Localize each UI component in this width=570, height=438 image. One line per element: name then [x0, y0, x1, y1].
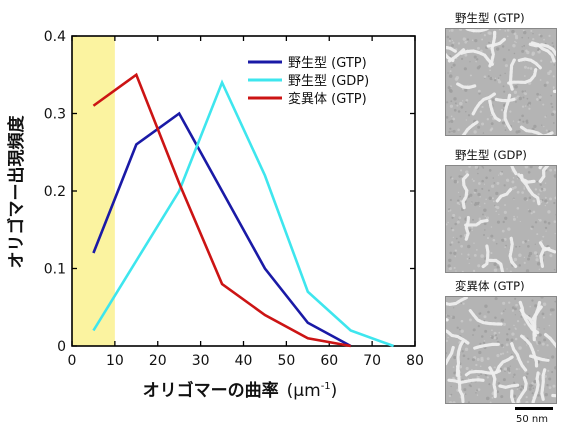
y-tick-label: 0.1 — [44, 262, 66, 278]
legend-label-2: 野生型 (GDP) — [288, 74, 369, 89]
micrograph-wt-gtp — [445, 28, 557, 136]
micrograph-wt-gdp — [445, 165, 557, 273]
x-tick-label: 50 — [277, 353, 295, 369]
series-lines — [92, 72, 395, 348]
legend-label-3: 変異体 (GTP) — [288, 91, 367, 107]
x-tick-label: 40 — [235, 353, 253, 369]
x-tick-label: 80 — [406, 353, 424, 369]
scale-bar-label: 50 nm — [516, 414, 548, 425]
x-tick-label: 70 — [363, 353, 381, 369]
legend: 野生型 (GTP) 野生型 (GDP) 変異体 (GTP) — [248, 56, 369, 107]
micrograph-label-mutant-gtp: 変異体 (GTP) — [455, 279, 525, 293]
x-axis-unit: (μm — [287, 381, 321, 401]
x-axis-label: オリゴマーの曲率 (μm-1) — [143, 380, 338, 401]
micrograph-label-wt-gtp: 野生型 (GTP) — [455, 11, 525, 25]
y-tick-label: 0.2 — [44, 184, 66, 200]
micrograph-label-wt-gdp: 野生型 (GDP) — [455, 148, 527, 162]
x-axis-label-main: オリゴマーの曲率 — [143, 380, 279, 401]
series-line-2 — [92, 79, 395, 348]
line-chart: 0 10 20 30 40 50 60 70 80 0 0.1 0.2 0.3 0.4 野生型 (GTP)… — [6, 29, 424, 401]
x-tick-label: 20 — [149, 353, 167, 369]
y-axis-label: オリゴマー出現頻度 — [6, 115, 27, 269]
scale-bar — [515, 407, 553, 410]
x-tick-label: 0 — [68, 353, 77, 369]
highlight-region — [72, 36, 115, 346]
legend-label-1: 野生型 (GTP) — [288, 56, 367, 71]
y-tick-label: 0 — [57, 339, 66, 355]
x-tick-label: 10 — [106, 353, 124, 369]
x-axis-unit-exponent: -1 — [321, 381, 331, 392]
series-line-3 — [92, 72, 351, 348]
x-tick-label: 30 — [192, 353, 210, 369]
y-tick-label: 0.4 — [44, 29, 66, 45]
x-tick-label: 60 — [320, 353, 338, 369]
y-tick-label: 0.3 — [44, 107, 66, 123]
series-line-1 — [92, 111, 352, 348]
micrograph-mutant-gtp — [445, 296, 557, 404]
x-axis-unit-close: ) — [331, 381, 338, 401]
